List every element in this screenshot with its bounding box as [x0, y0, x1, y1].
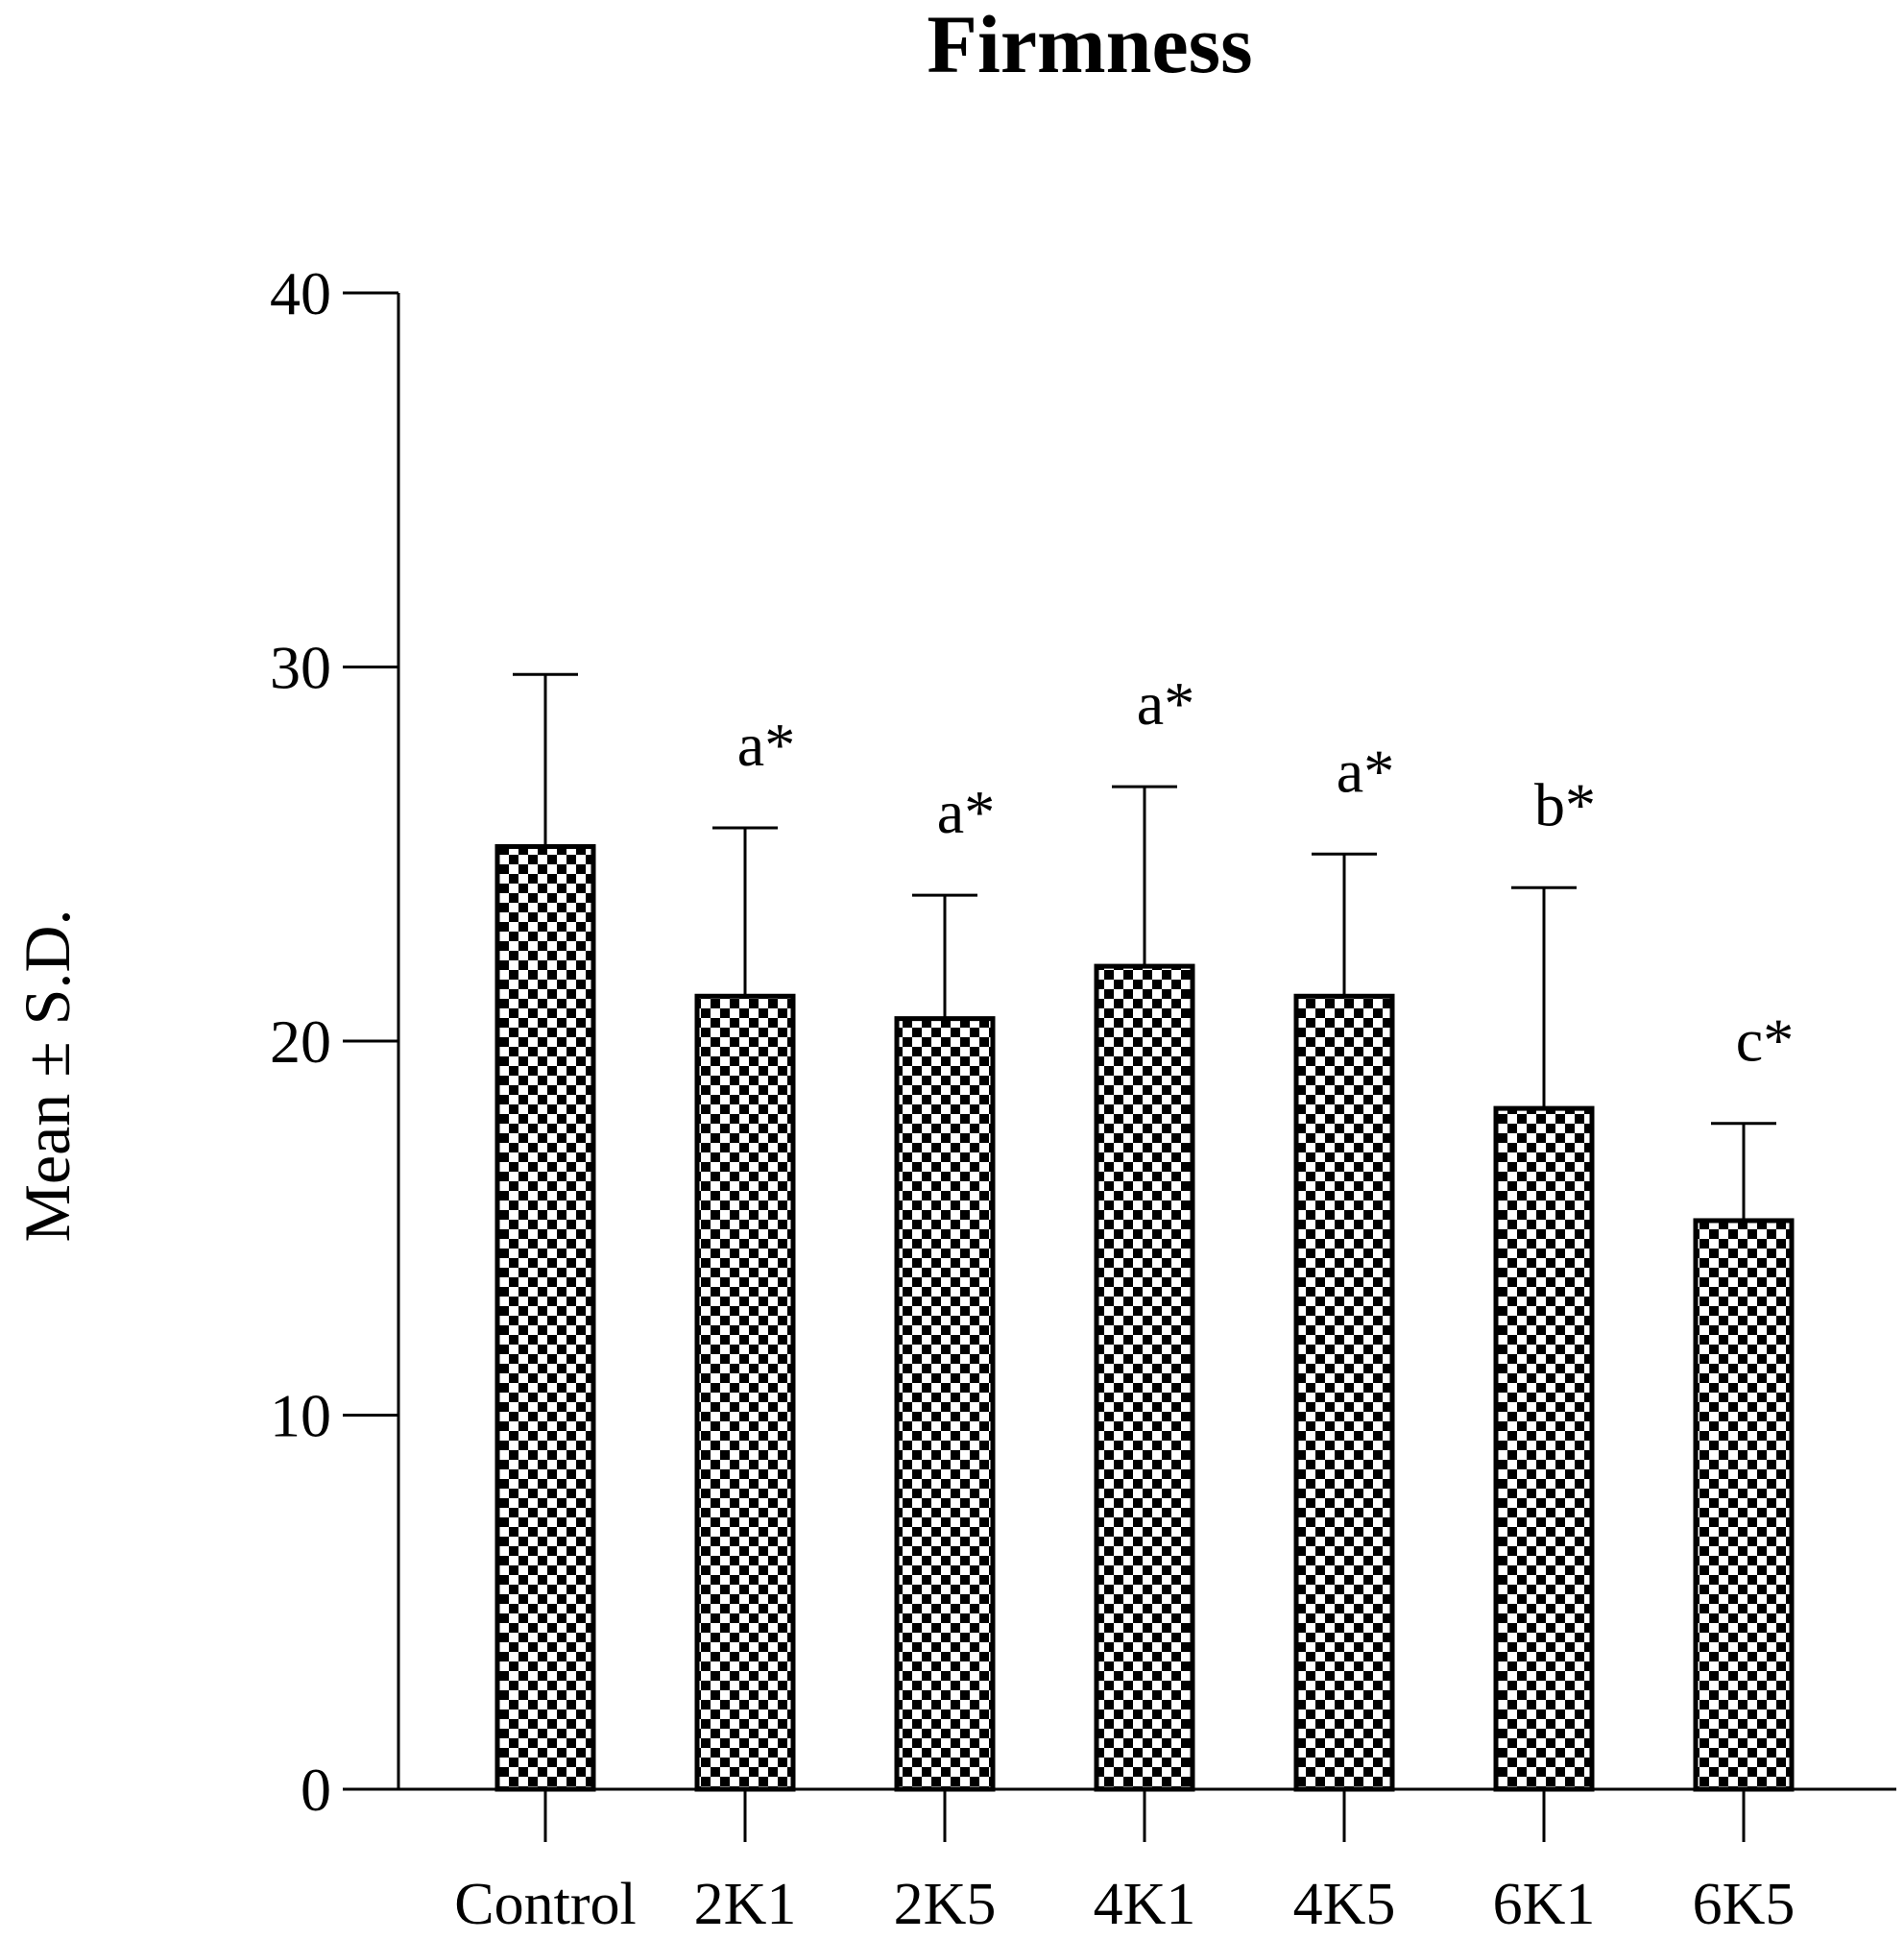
x-tick-label: Control: [454, 1872, 636, 1937]
bar: [1293, 993, 1395, 1792]
x-tick-label: 2K1: [694, 1872, 797, 1937]
x-tick-label: 6K1: [1493, 1872, 1596, 1937]
y-tick-label: 10: [270, 1382, 331, 1450]
chart-title: Firmness: [927, 0, 1252, 90]
significance-label: b*: [1534, 770, 1596, 838]
y-tick-label: 40: [270, 259, 331, 327]
bar: [894, 1016, 996, 1792]
significance-label: a*: [737, 711, 795, 779]
y-tick-label: 20: [270, 1007, 331, 1076]
bar: [1493, 1105, 1595, 1792]
x-tick-label: 6K5: [1693, 1872, 1796, 1937]
significance-label: a*: [1137, 669, 1194, 738]
significance-label: c*: [1736, 1006, 1794, 1075]
bar: [1094, 963, 1195, 1792]
bar: [694, 993, 796, 1792]
x-tick-label: 4K5: [1293, 1872, 1396, 1937]
y-tick-label: 0: [301, 1756, 331, 1824]
bar: [1693, 1218, 1795, 1792]
bar: [494, 843, 596, 1792]
x-tick-label: 2K5: [894, 1872, 997, 1937]
significance-label: a*: [937, 778, 995, 846]
significance-label: a*: [1337, 737, 1394, 805]
y-axis-label: Mean ± S.D.: [11, 909, 84, 1242]
y-tick-label: 30: [270, 634, 331, 702]
x-tick-label: 4K1: [1094, 1872, 1196, 1937]
